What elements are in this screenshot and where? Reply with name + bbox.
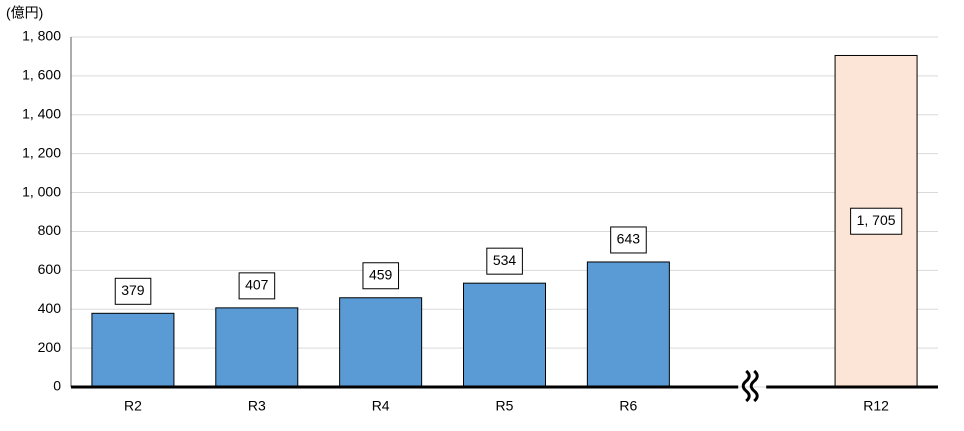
- axis-break: [741, 369, 751, 403]
- y-tick-label: 200: [38, 339, 62, 355]
- x-tick-label: R4: [372, 398, 390, 414]
- data-label-box: [610, 226, 647, 254]
- bar: [339, 297, 423, 388]
- data-label-group: 459: [362, 262, 400, 290]
- data-label-box: [238, 272, 276, 300]
- x-tick-label: R5: [496, 398, 514, 414]
- data-label-group: 379: [114, 277, 152, 305]
- data-label-box: [486, 247, 523, 275]
- y-tick-label: 400: [38, 300, 62, 316]
- data-label-box: [362, 262, 400, 290]
- y-tick-label: 1, 400: [22, 105, 61, 121]
- y-tick-label: 800: [38, 222, 62, 238]
- data-label: 407: [245, 277, 269, 293]
- bar: [91, 312, 175, 388]
- x-tick-label: R6: [619, 398, 637, 414]
- y-axis-title: (億円): [6, 5, 43, 21]
- y-tick-label: 600: [38, 261, 62, 277]
- y-tick-label: 1, 800: [22, 28, 61, 44]
- data-label-box: [850, 207, 903, 235]
- data-label-group: 407: [238, 272, 276, 300]
- axis-break: [749, 369, 759, 403]
- data-label: 643: [617, 231, 641, 247]
- data-label: 534: [493, 252, 517, 268]
- data-label: 459: [369, 266, 393, 282]
- bar: [586, 261, 670, 388]
- data-label: 1, 705: [857, 212, 896, 228]
- x-tick-label: R2: [124, 398, 142, 414]
- x-tick-label: R3: [248, 398, 266, 414]
- y-tick-label: 1, 200: [22, 144, 61, 160]
- bar: [463, 282, 546, 388]
- bar: [215, 307, 299, 388]
- y-tick-label: 1, 600: [22, 67, 61, 83]
- y-tick-label: 0: [53, 378, 61, 394]
- data-label-group: 643: [610, 226, 647, 254]
- y-tick-label: 1, 000: [22, 183, 61, 199]
- data-label-group: 534: [486, 247, 523, 275]
- data-label-group: 1, 705: [850, 207, 903, 235]
- data-label: 379: [121, 282, 145, 298]
- x-tick-label: R12: [863, 398, 889, 414]
- data-label-box: [114, 277, 152, 305]
